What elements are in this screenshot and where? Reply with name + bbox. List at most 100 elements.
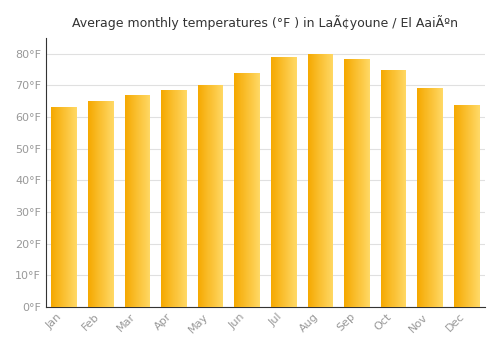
Bar xyxy=(357,59,358,307)
Bar xyxy=(385,70,386,307)
Bar xyxy=(175,90,176,307)
Bar xyxy=(362,59,363,307)
Bar xyxy=(470,105,471,307)
Bar xyxy=(89,101,90,307)
Bar xyxy=(316,54,317,307)
Bar xyxy=(279,57,280,307)
Bar xyxy=(308,54,309,307)
Bar xyxy=(143,94,144,307)
Bar xyxy=(455,105,456,307)
Bar xyxy=(216,85,217,307)
Bar xyxy=(104,101,105,307)
Bar xyxy=(163,90,164,307)
Bar xyxy=(144,94,145,307)
Bar xyxy=(215,85,216,307)
Bar xyxy=(454,105,455,307)
Bar xyxy=(456,105,457,307)
Bar xyxy=(283,57,284,307)
Bar xyxy=(68,107,69,307)
Bar xyxy=(168,90,169,307)
Bar xyxy=(271,57,272,307)
Bar xyxy=(478,105,479,307)
Bar xyxy=(389,70,390,307)
Bar xyxy=(344,59,345,307)
Bar xyxy=(278,57,279,307)
Bar xyxy=(149,94,150,307)
Bar xyxy=(324,54,325,307)
Bar xyxy=(53,107,54,307)
Bar xyxy=(388,70,389,307)
Bar xyxy=(360,59,361,307)
Bar xyxy=(471,105,472,307)
Bar xyxy=(164,90,165,307)
Bar xyxy=(396,70,397,307)
Bar xyxy=(405,70,406,307)
Bar xyxy=(350,59,351,307)
Bar xyxy=(425,88,426,307)
Bar xyxy=(434,88,435,307)
Bar xyxy=(361,59,362,307)
Bar xyxy=(428,88,429,307)
Bar xyxy=(275,57,276,307)
Bar xyxy=(103,101,104,307)
Bar xyxy=(256,72,257,307)
Bar xyxy=(148,94,149,307)
Bar xyxy=(438,88,439,307)
Bar xyxy=(323,54,324,307)
Bar xyxy=(432,88,433,307)
Bar xyxy=(249,72,250,307)
Bar xyxy=(325,54,326,307)
Bar xyxy=(280,57,281,307)
Bar xyxy=(218,85,219,307)
Bar xyxy=(250,72,251,307)
Bar xyxy=(285,57,286,307)
Bar xyxy=(94,101,95,307)
Bar xyxy=(328,54,329,307)
Bar xyxy=(397,70,398,307)
Bar xyxy=(386,70,387,307)
Bar xyxy=(96,101,97,307)
Bar xyxy=(423,88,424,307)
Bar xyxy=(251,72,252,307)
Bar xyxy=(366,59,367,307)
Bar xyxy=(433,88,434,307)
Bar xyxy=(105,101,106,307)
Bar xyxy=(238,72,239,307)
Bar xyxy=(254,72,255,307)
Bar xyxy=(257,72,258,307)
Bar xyxy=(52,107,53,307)
Bar xyxy=(258,72,259,307)
Bar xyxy=(442,88,443,307)
Bar xyxy=(465,105,466,307)
Bar xyxy=(460,105,461,307)
Bar xyxy=(253,72,254,307)
Bar xyxy=(55,107,56,307)
Bar xyxy=(321,54,322,307)
Bar xyxy=(162,90,163,307)
Bar xyxy=(210,85,211,307)
Bar xyxy=(367,59,368,307)
Bar xyxy=(166,90,167,307)
Bar xyxy=(204,85,205,307)
Bar xyxy=(63,107,64,307)
Bar xyxy=(98,101,99,307)
Bar xyxy=(368,59,369,307)
Bar xyxy=(457,105,458,307)
Bar xyxy=(171,90,172,307)
Bar xyxy=(205,85,206,307)
Bar xyxy=(236,72,237,307)
Bar xyxy=(467,105,468,307)
Bar xyxy=(183,90,184,307)
Bar xyxy=(235,72,236,307)
Bar xyxy=(185,90,186,307)
Bar xyxy=(247,72,248,307)
Bar xyxy=(462,105,463,307)
Bar xyxy=(212,85,213,307)
Bar xyxy=(277,57,278,307)
Bar xyxy=(430,88,431,307)
Bar xyxy=(392,70,393,307)
Bar xyxy=(111,101,112,307)
Bar xyxy=(56,107,57,307)
Bar xyxy=(177,90,178,307)
Bar xyxy=(292,57,293,307)
